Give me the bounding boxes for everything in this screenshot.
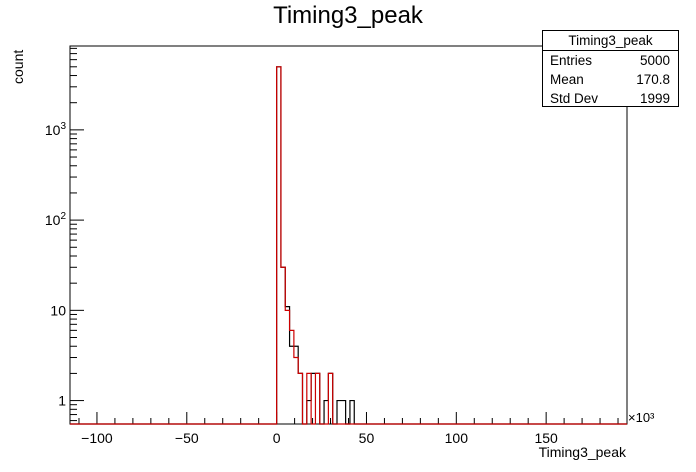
stats-mean-label: Mean <box>550 72 584 87</box>
y-tick-label: 1 <box>58 393 66 409</box>
histogram-series-2 <box>70 66 627 425</box>
stats-row-mean: Mean 170.8 <box>543 70 678 89</box>
x-axis-ticks: −100 −50 0 50 100 150 <box>78 412 619 446</box>
stats-entries-value: 5000 <box>639 53 670 68</box>
stats-row-entries: Entries 5000 <box>543 51 678 70</box>
stats-std-value: 1999 <box>639 91 670 106</box>
y-tick-label: 10 <box>50 302 66 318</box>
y-tick-label: 103 <box>45 121 67 138</box>
x-tick-label: 100 <box>445 430 469 446</box>
x-tick-label: 150 <box>534 430 558 446</box>
x-tick-label: 0 <box>273 430 281 446</box>
y-axis-ticks: 1 10 102 103 <box>45 47 84 422</box>
stats-entries-label: Entries <box>550 53 593 68</box>
y-tick-label: 102 <box>45 211 67 228</box>
stats-title: Timing3_peak <box>543 31 678 51</box>
stats-row-std: Std Dev 1999 <box>543 89 678 108</box>
histogram-series-1 <box>70 66 627 425</box>
stats-mean-value: 170.8 <box>636 72 670 87</box>
y-axis-label: count <box>10 49 26 84</box>
x-axis-unit-label: ×10³ <box>628 410 655 425</box>
x-tick-label: −50 <box>175 430 199 446</box>
stats-box: Timing3_peak Entries 5000 Mean 170.8 Std… <box>542 30 679 107</box>
chart-title: Timing3_peak <box>273 2 423 29</box>
x-axis-label: Timing3_peak <box>538 444 626 460</box>
x-tick-label: −100 <box>81 430 113 446</box>
x-tick-label: 50 <box>359 430 375 446</box>
stats-std-label: Std Dev <box>550 91 599 106</box>
series-layer <box>70 66 627 425</box>
